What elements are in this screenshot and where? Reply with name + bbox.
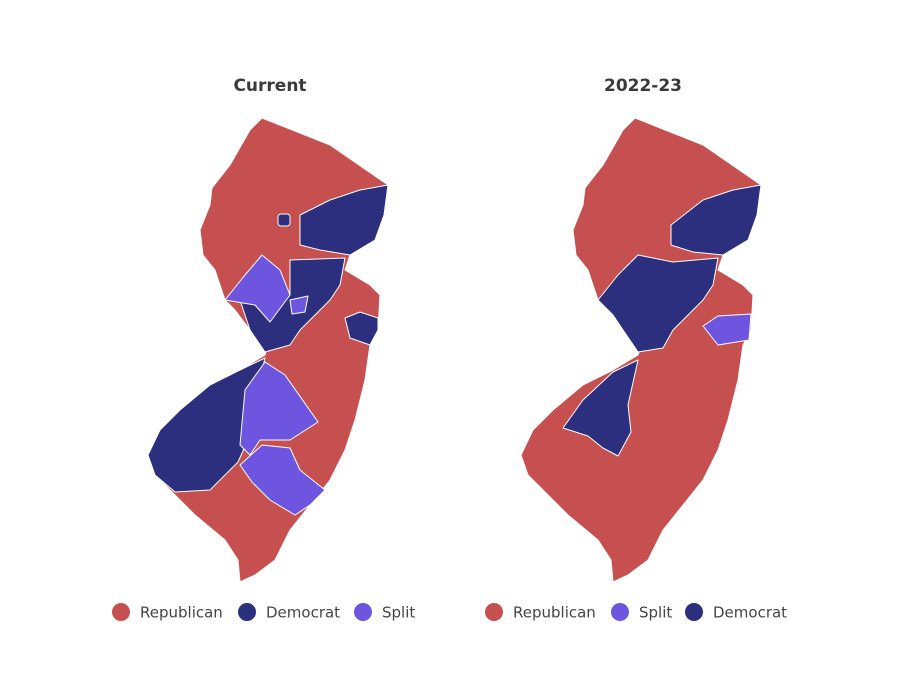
legend-label: Split [382,604,415,622]
map-current: Current Republican Democrat Split [112,76,415,622]
district [344,311,379,346]
district [597,254,719,353]
district [670,184,762,256]
district [299,184,389,256]
district [239,444,326,516]
map-title: 2022-23 [604,76,682,96]
legend-label: Republican [513,604,596,622]
legend: Republican Democrat Split [112,603,415,622]
legend-label: Democrat [713,604,787,622]
legend-swatch [611,603,629,621]
map-title: Current [233,76,306,96]
legend-swatch [112,603,130,621]
legend-swatch [238,603,256,621]
legend-swatch [485,603,503,621]
district [702,313,752,346]
district [224,254,291,323]
district [277,213,291,227]
legend-label: Democrat [266,604,340,622]
map-2022-23: 2022-23 Republican Split Democrat [485,76,787,622]
legend-label: Republican [140,604,223,622]
legend-swatch [354,603,372,621]
legend: Republican Split Democrat [485,603,787,622]
district [562,359,639,457]
district [239,361,319,456]
legend-swatch [685,603,703,621]
legend-label: Split [639,604,672,622]
district [289,295,309,315]
